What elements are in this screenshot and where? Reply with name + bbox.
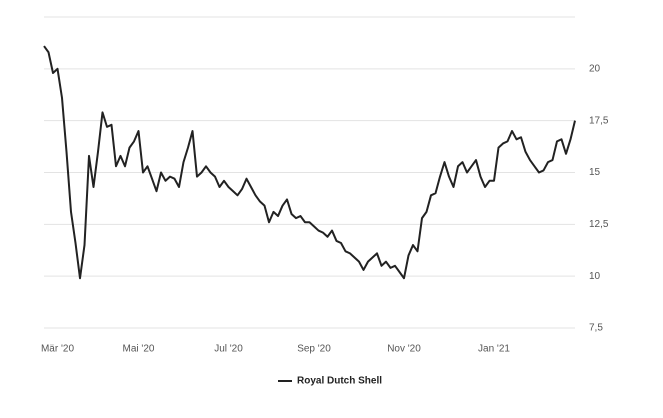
y-tick-label: 15 — [589, 167, 601, 178]
y-tick-label: 7,5 — [589, 323, 603, 334]
y-tick-label: 10 — [589, 271, 601, 282]
x-tick-label: Mai '20 — [123, 344, 155, 355]
y-tick-label: 17,5 — [589, 115, 609, 126]
line-series — [43, 45, 576, 280]
x-tick-label: Sep '20 — [297, 344, 331, 355]
y-tick-label: 20 — [589, 63, 601, 74]
y-tick-label: 12,5 — [589, 219, 609, 230]
x-tick-label: Jul '20 — [214, 344, 243, 355]
legend-label: Royal Dutch Shell — [297, 376, 382, 387]
x-tick-label: Nov '20 — [387, 344, 421, 355]
x-tick-label: Mär '20 — [41, 344, 74, 355]
x-tick-label: Jan '21 — [478, 344, 510, 355]
